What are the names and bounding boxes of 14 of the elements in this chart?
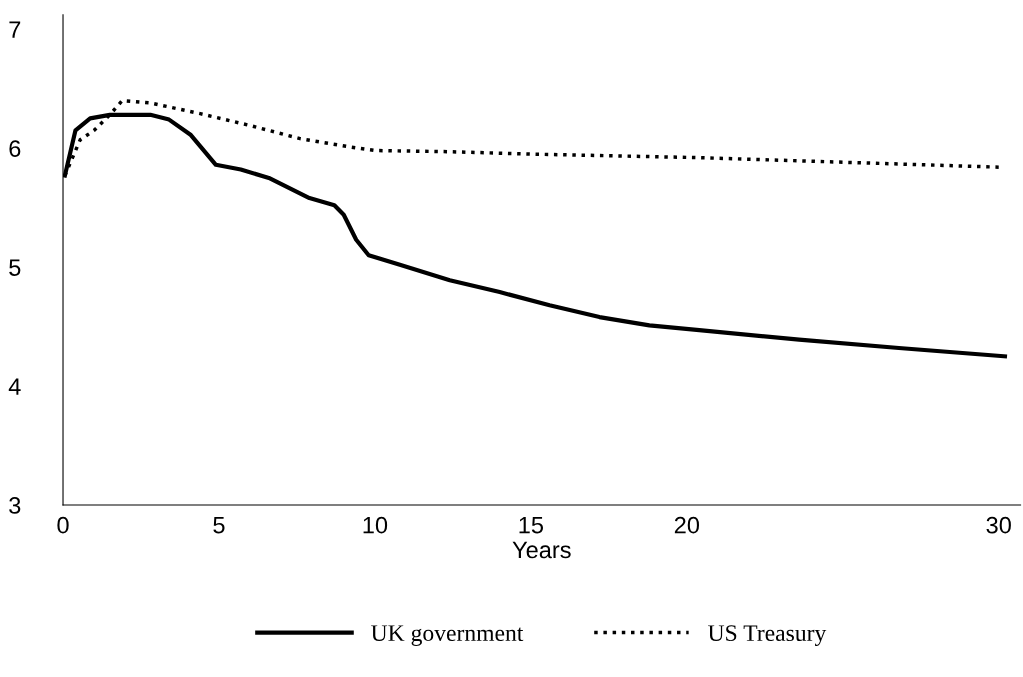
x-tick-label: 5 [213, 517, 225, 534]
y-tick-label: 4 [8, 378, 21, 395]
x-tick-label: 30 [986, 516, 1011, 534]
x-tick-label: 15 [519, 517, 544, 534]
y-tick-label: 7 [9, 21, 21, 38]
y-tick-label: 5 [9, 259, 21, 276]
legend-label: US Treasury [708, 625, 827, 646]
legend-label: UK government [371, 625, 524, 646]
x-tick-label: 10 [363, 516, 388, 534]
x-tick-label: 0 [57, 516, 69, 534]
x-tick-label: 20 [674, 516, 700, 534]
y-tick-label: 6 [9, 140, 21, 157]
y-tick-label: 3 [9, 497, 21, 514]
x-axis-title: Years [512, 541, 571, 559]
